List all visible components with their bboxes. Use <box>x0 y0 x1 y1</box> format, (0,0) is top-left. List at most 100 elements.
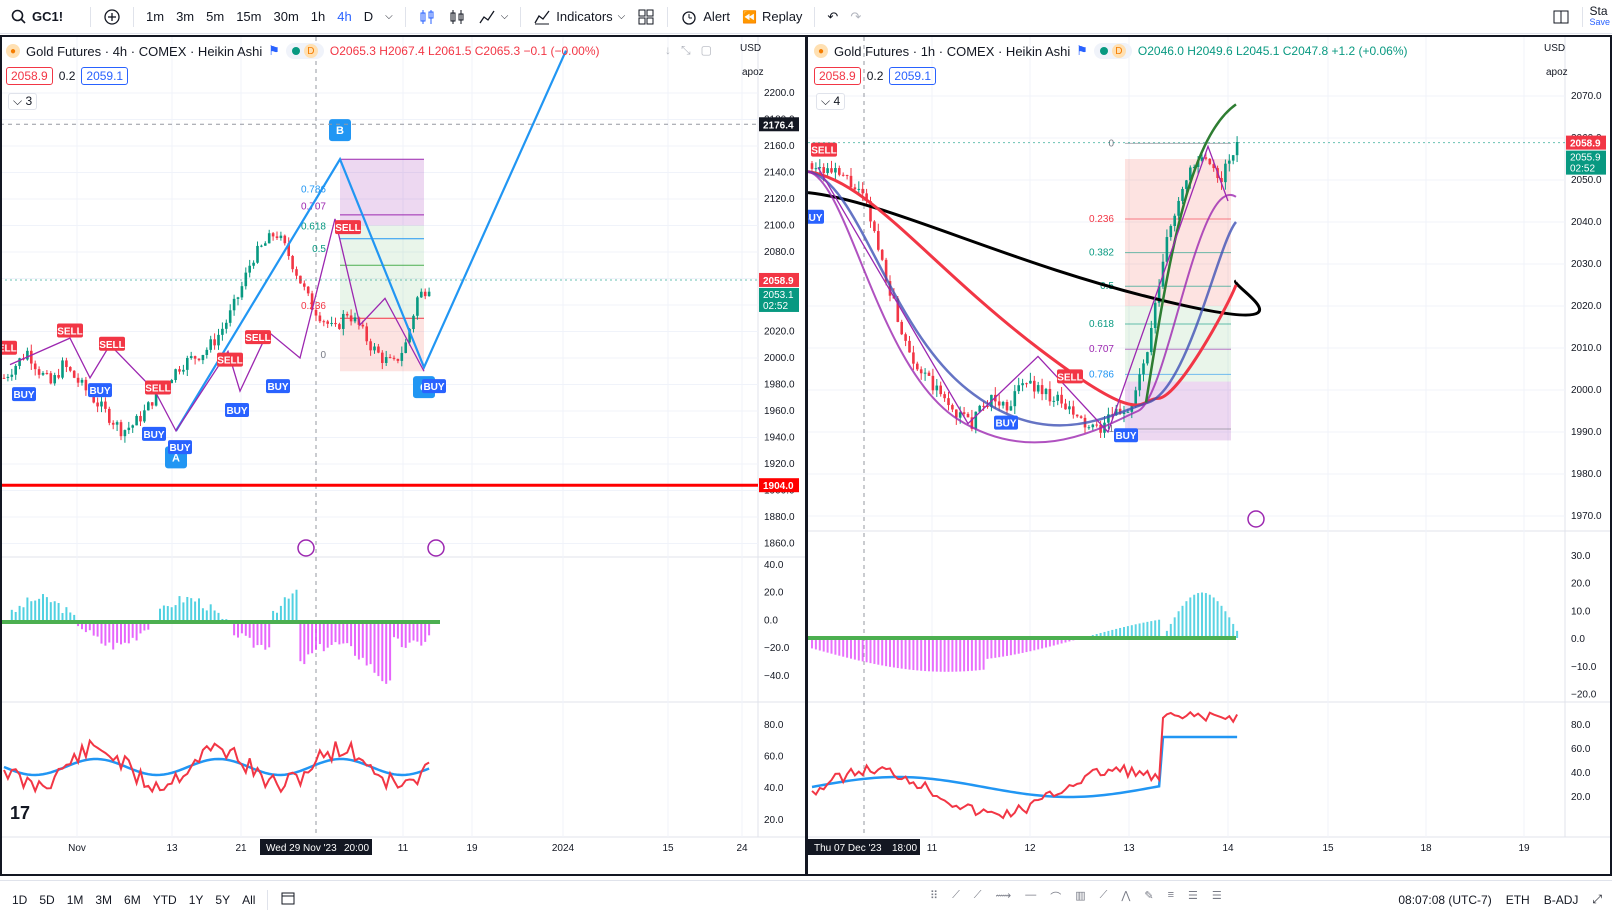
collapse-icon[interactable]: ⤡ <box>681 43 691 57</box>
line-tool-icon[interactable]: — <box>1025 889 1037 901</box>
left-scale-label[interactable]: apoz <box>742 67 764 78</box>
ask-box[interactable]: 2059.1 <box>889 67 937 85</box>
trend-line-icon[interactable]: ⟋ <box>1099 889 1108 901</box>
bars-pattern-icon[interactable]: ▥ <box>1075 890 1086 902</box>
right-scale-label[interactable]: apoz <box>1546 67 1568 78</box>
histogram-bar <box>252 622 255 648</box>
interval-30m[interactable]: 30m <box>267 3 304 31</box>
bid-box[interactable]: 2058.9 <box>6 67 53 85</box>
range-5y[interactable]: 5Y <box>215 892 231 907</box>
add-symbol-button[interactable] <box>97 3 127 31</box>
symbol-search[interactable]: GC1! <box>0 8 84 26</box>
open-value: O2046.0 <box>1137 44 1184 58</box>
range-all[interactable]: All <box>242 892 256 907</box>
flag-icon[interactable]: ⚑ <box>1076 43 1088 58</box>
save-area[interactable]: Sta Save <box>1589 5 1612 28</box>
right-legend: ● Gold Futures · 1h · COMEX · Heikin Ash… <box>814 43 1408 59</box>
candle-body <box>1212 164 1215 169</box>
range-5d[interactable]: 5D <box>39 892 55 907</box>
left-chart-canvas[interactable]: 2200.0 21 80.0 2160.0 2140.0 2120.0 2100.0 2080… <box>0 37 805 876</box>
range-ytd[interactable]: YTD <box>152 892 177 907</box>
range-3m[interactable]: 3M <box>95 892 113 907</box>
range-6m[interactable]: 6M <box>124 892 141 907</box>
histogram-bar <box>1201 592 1203 638</box>
templates-button[interactable] <box>631 3 661 31</box>
replay-button[interactable]: ⏪ Replay <box>736 3 808 31</box>
range-1m[interactable]: 1M <box>66 892 84 907</box>
candles-type-button[interactable] <box>412 3 442 31</box>
right-chart-panel[interactable]: 2070.02060.02050.02040.02030.02020.02010… <box>808 37 1612 876</box>
candle-body <box>997 401 1001 406</box>
time-tick-label: 15 <box>662 843 674 854</box>
candle-body <box>1189 167 1192 181</box>
alert-button[interactable]: Alert <box>674 3 736 31</box>
interval-4h[interactable]: 4h <box>331 3 357 31</box>
left-indicator-toggle[interactable]: ⌵ 3 <box>8 93 38 110</box>
interval-1h[interactable]: 1h <box>305 3 331 31</box>
right-chart-canvas[interactable]: 2070.02060.02050.02040.02030.02020.02010… <box>808 37 1612 876</box>
path-tool-icon[interactable]: ⟿ <box>995 890 1012 902</box>
price-tick-label: 1990.0 <box>1571 427 1602 438</box>
abcd-tool-icon[interactable]: ⟋ <box>973 889 982 901</box>
toolbar-right: Sta Save <box>1546 0 1612 34</box>
interval-dropdown[interactable]: ⌵ <box>379 3 399 31</box>
left-chart-panel[interactable]: 2200.0 21 80.0 2160.0 2140.0 2120.0 2100.0 2080… <box>0 37 805 876</box>
clock-time[interactable]: 08:07:08 (UTC-7) <box>1398 892 1492 907</box>
candle-body <box>334 322 337 325</box>
fib-tool-icon[interactable]: ≡ <box>1167 889 1175 901</box>
layout-button[interactable] <box>1546 3 1576 31</box>
settings-lines-icon[interactable]: ☰ <box>1188 890 1198 902</box>
session-toggle[interactable]: ETH <box>1505 892 1530 907</box>
osc-tick-label: −20.0 <box>1571 690 1597 701</box>
time-tick-label: 21 <box>235 843 247 854</box>
candle-body <box>931 375 935 391</box>
curve-tool-icon[interactable]: ⌒ <box>1050 892 1062 904</box>
histogram-bar <box>1150 621 1153 638</box>
range-1d[interactable]: 1D <box>12 892 28 907</box>
bottom-toolbar: 1D 5D 1M 3M 6M YTD 1Y 5Y All ⠿ ⟋ ⟋ ⟿ — ⌒… <box>0 880 1612 918</box>
maximize-icon[interactable]: ▢ <box>700 43 712 57</box>
candle-body <box>916 363 919 370</box>
right-currency[interactable]: USD <box>1544 43 1566 54</box>
adjustment-toggle[interactable]: B-ADJ <box>1543 892 1579 907</box>
sell-signal-label: SELL <box>145 383 171 394</box>
maximize-icon[interactable]: ⤢ <box>1592 892 1602 906</box>
menu-icon[interactable]: ☰ <box>1211 890 1222 902</box>
bid-box[interactable]: 2058.9 <box>814 67 861 85</box>
range-1y[interactable]: 1Y <box>188 892 204 907</box>
harmonic-pattern <box>175 50 568 432</box>
rewind-icon: ⏪ <box>742 9 757 24</box>
right-indicator-toggle[interactable]: ⌵ 4 <box>816 93 846 110</box>
histogram-bar <box>912 638 915 671</box>
osc-tick-label: 0.0 <box>764 615 778 626</box>
flag-icon[interactable]: ⚑ <box>268 43 280 58</box>
indicators-button[interactable]: Indicators ⌵ <box>527 3 631 31</box>
candle-body <box>80 379 84 383</box>
drag-handle-icon[interactable]: ⠿ <box>930 890 939 902</box>
histogram-bar <box>81 622 83 630</box>
undo-button[interactable]: ↶ <box>821 3 844 31</box>
ask-box[interactable]: 2059.1 <box>81 67 129 85</box>
histogram-bar <box>1052 638 1055 646</box>
interval-d[interactable]: D <box>358 3 379 31</box>
last-price-tag <box>759 272 799 287</box>
interval-label: 1m <box>146 9 165 24</box>
left-currency[interactable]: USD <box>740 43 762 54</box>
bars-type-button[interactable] <box>442 3 472 31</box>
interval-15m[interactable]: 15m <box>230 3 267 31</box>
time-tick-label: 19 <box>466 843 478 854</box>
histogram-bar <box>256 622 259 646</box>
interval-3m[interactable]: 3m <box>170 3 200 31</box>
head-shoulders-icon[interactable]: ⋀ <box>1121 890 1131 902</box>
arrow-down-icon[interactable]: ↓ <box>665 43 671 57</box>
goto-date-button[interactable] <box>274 890 302 909</box>
chevron-down-icon: ⌵ <box>821 94 831 108</box>
brush-icon[interactable]: ✎ <box>1144 890 1154 902</box>
redo-button[interactable]: ↷ <box>844 3 867 31</box>
compare-button[interactable]: ⌵ <box>472 3 515 31</box>
panel-divider[interactable] <box>805 35 808 876</box>
interval-5m[interactable]: 5m <box>200 3 230 31</box>
rsi-tick-label: 40.0 <box>764 783 784 794</box>
interval-1m[interactable]: 1m <box>140 3 170 31</box>
pattern-tool-icon[interactable]: ⟋ <box>952 889 960 901</box>
